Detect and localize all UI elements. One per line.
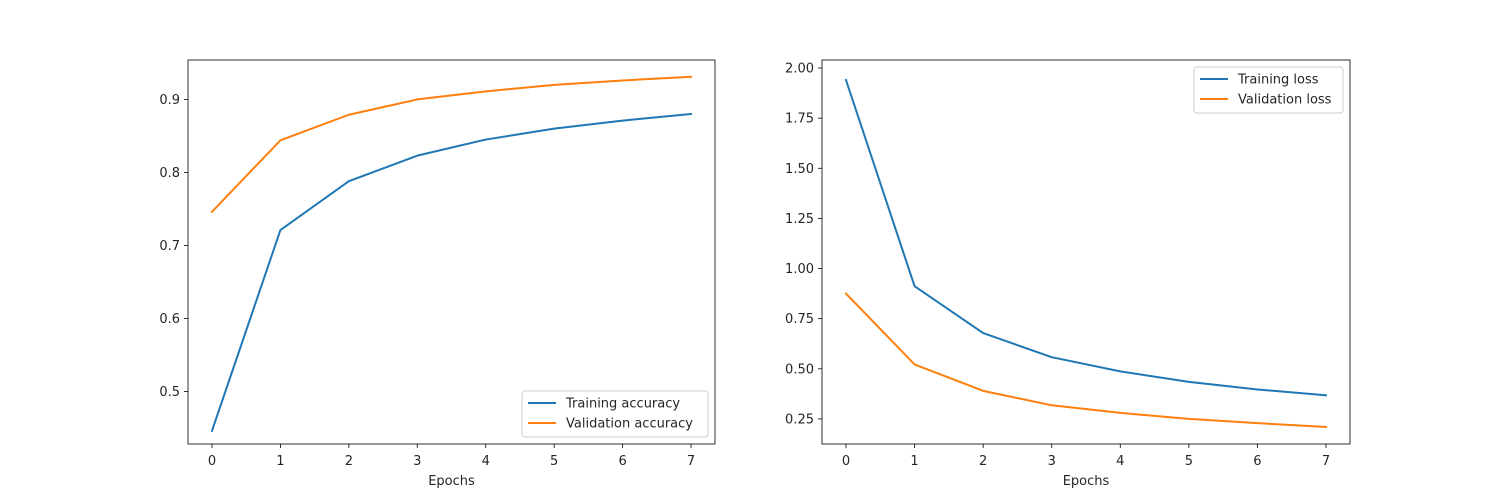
legend-label-training: Training accuracy bbox=[565, 397, 680, 412]
loss-series-line-training bbox=[844, 78, 1328, 397]
loss-plot-frame bbox=[821, 59, 1351, 445]
y-tick-label: 1.50 bbox=[785, 162, 814, 177]
y-tick-label: 0.7 bbox=[159, 239, 180, 254]
x-tick-label: 3 bbox=[413, 454, 421, 469]
loss-series-line-validation bbox=[844, 292, 1328, 429]
x-tick-label: 2 bbox=[979, 454, 987, 469]
x-tick-label: 7 bbox=[687, 454, 695, 469]
accuracy-plot-lines bbox=[210, 75, 693, 433]
y-tick-label: 1.25 bbox=[785, 212, 814, 227]
y-tick-label: 0.9 bbox=[159, 93, 180, 108]
loss-x-axis-label: Epochs bbox=[1063, 474, 1110, 489]
y-tick-label: 0.8 bbox=[159, 166, 180, 181]
x-tick-label: 3 bbox=[1048, 454, 1056, 469]
legend-label-validation: Validation loss bbox=[1238, 93, 1332, 108]
x-tick-label: 2 bbox=[345, 454, 353, 469]
legend-box bbox=[521, 390, 709, 438]
accuracy-plot-frame bbox=[187, 59, 716, 445]
x-tick-label: 1 bbox=[910, 454, 918, 469]
x-tick-label: 0 bbox=[842, 454, 850, 469]
x-tick-label: 0 bbox=[208, 454, 216, 469]
x-tick-label: 7 bbox=[1322, 454, 1330, 469]
accuracy-x-axis: 0 1 2 3 4 5 6 7 bbox=[208, 444, 695, 469]
loss-x-axis: 0 1 2 3 4 5 6 7 bbox=[842, 444, 1330, 469]
loss-y-axis: 0.25 0.50 0.75 1.00 1.25 1.50 1.75 2.00 bbox=[785, 62, 822, 427]
loss-legend: Training loss Validation loss bbox=[1193, 66, 1344, 114]
y-tick-label: 0.5 bbox=[159, 385, 180, 400]
x-tick-label: 4 bbox=[1116, 454, 1124, 469]
accuracy-x-axis-label: Epochs bbox=[428, 474, 475, 489]
accuracy-y-axis: 0.5 0.6 0.7 0.8 0.9 bbox=[159, 93, 188, 400]
x-tick-label: 6 bbox=[1253, 454, 1261, 469]
y-tick-label: 0.50 bbox=[785, 362, 814, 377]
y-tick-label: 0.25 bbox=[785, 412, 814, 427]
x-tick-label: 5 bbox=[1185, 454, 1193, 469]
accuracy-legend: Training accuracy Validation accuracy bbox=[521, 390, 709, 438]
legend-label-validation: Validation accuracy bbox=[566, 417, 693, 432]
x-tick-label: 4 bbox=[482, 454, 490, 469]
accuracy-series-line-validation bbox=[210, 75, 693, 214]
legend-box bbox=[1193, 66, 1344, 114]
loss-plot-lines bbox=[844, 78, 1328, 429]
y-tick-label: 1.00 bbox=[785, 262, 814, 277]
legend-label-training: Training loss bbox=[1237, 73, 1319, 88]
loss-chart: 0 1 2 3 4 5 6 7 0.25 0.50 0.75 1.00 1.25 1.50 1.75 2.0… bbox=[785, 59, 1351, 489]
y-tick-label: 2.00 bbox=[785, 62, 814, 77]
x-tick-label: 5 bbox=[550, 454, 558, 469]
y-tick-label: 0.75 bbox=[785, 312, 814, 327]
y-tick-label: 1.75 bbox=[785, 112, 814, 127]
accuracy-chart: 0 1 2 3 4 5 6 7 0.5 0.6 0.7 0.8 0.9 Epochs Training… bbox=[159, 59, 716, 489]
accuracy-series-line-training bbox=[210, 112, 693, 433]
x-tick-label: 1 bbox=[276, 454, 284, 469]
x-tick-label: 6 bbox=[618, 454, 626, 469]
y-tick-label: 0.6 bbox=[159, 312, 180, 327]
